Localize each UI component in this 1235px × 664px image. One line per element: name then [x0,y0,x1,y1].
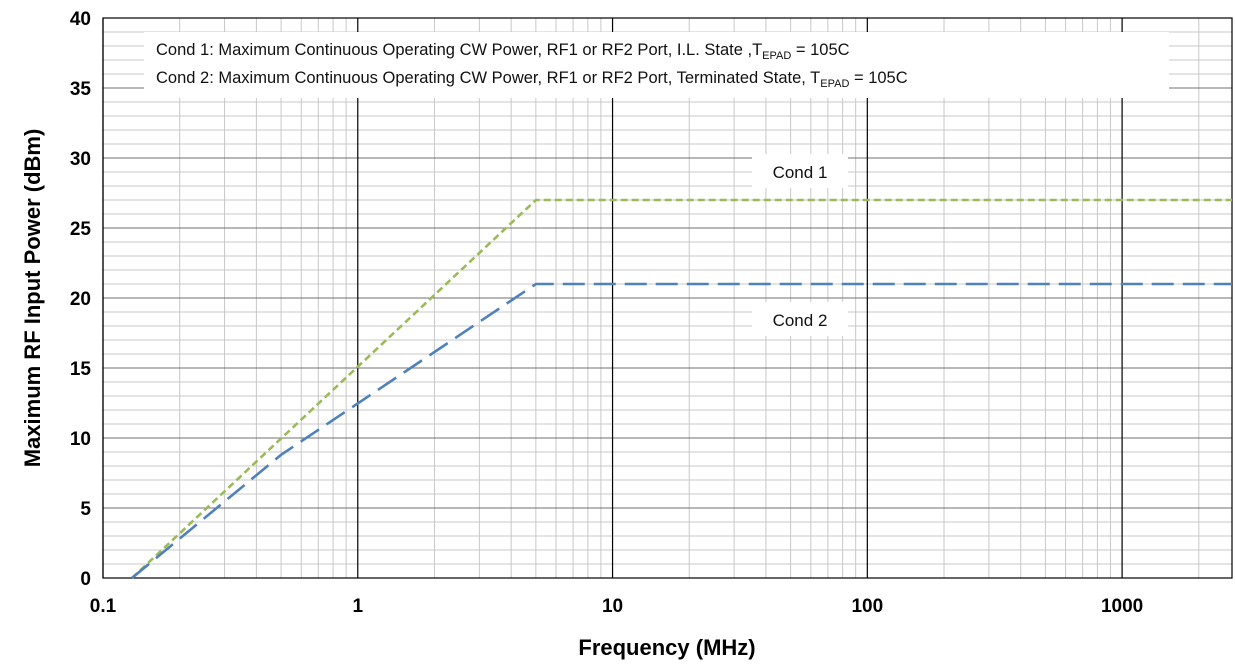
x-tick-label: 1 [352,596,363,617]
y-tick-label: 30 [70,149,91,170]
legend-entry-2: Cond 2: Maximum Continuous Operating CW … [156,69,908,90]
series-layer [131,198,1232,580]
legend-entry-1: Cond 1: Maximum Continuous Operating CW … [156,41,850,62]
legend-box [144,32,1169,98]
x-tick-label: 1000 [1101,596,1143,617]
y-tick-label: 15 [70,359,92,380]
legend: Cond 1: Maximum Continuous Operating CW … [144,32,1169,98]
x-axis-title: Frequency (MHz) [578,635,755,660]
y-tick-label: 25 [70,219,92,240]
x-axis-ticks: 0.1 1 10 100 1000 [90,596,1143,617]
x-tick-label: 0.1 [90,596,117,617]
series-line-1 [131,198,1232,579]
plot-frame [102,17,1233,579]
series-label-2: Cond 2 [773,311,828,330]
series-label-bg [752,302,848,336]
y-axis-title: Maximum RF Input Power (dBm) [20,129,45,468]
x-tick-label: 10 [602,596,623,617]
y-tick-label: 5 [80,499,91,520]
series-labels: Cond 1 Cond 2 [752,154,848,336]
y-tick-label: 0 [80,569,91,590]
series-label-bg [752,154,848,188]
y-tick-label: 20 [70,289,91,310]
y-tick-label: 35 [70,79,92,100]
y-tick-label: 10 [70,429,91,450]
series-label-1: Cond 1 [773,163,828,182]
y-tick-label: 40 [70,9,91,30]
y-axis-ticks: 0 5 10 15 20 25 30 35 40 [70,9,92,590]
series-line-2 [131,282,1232,580]
x-tick-label: 100 [851,596,883,617]
